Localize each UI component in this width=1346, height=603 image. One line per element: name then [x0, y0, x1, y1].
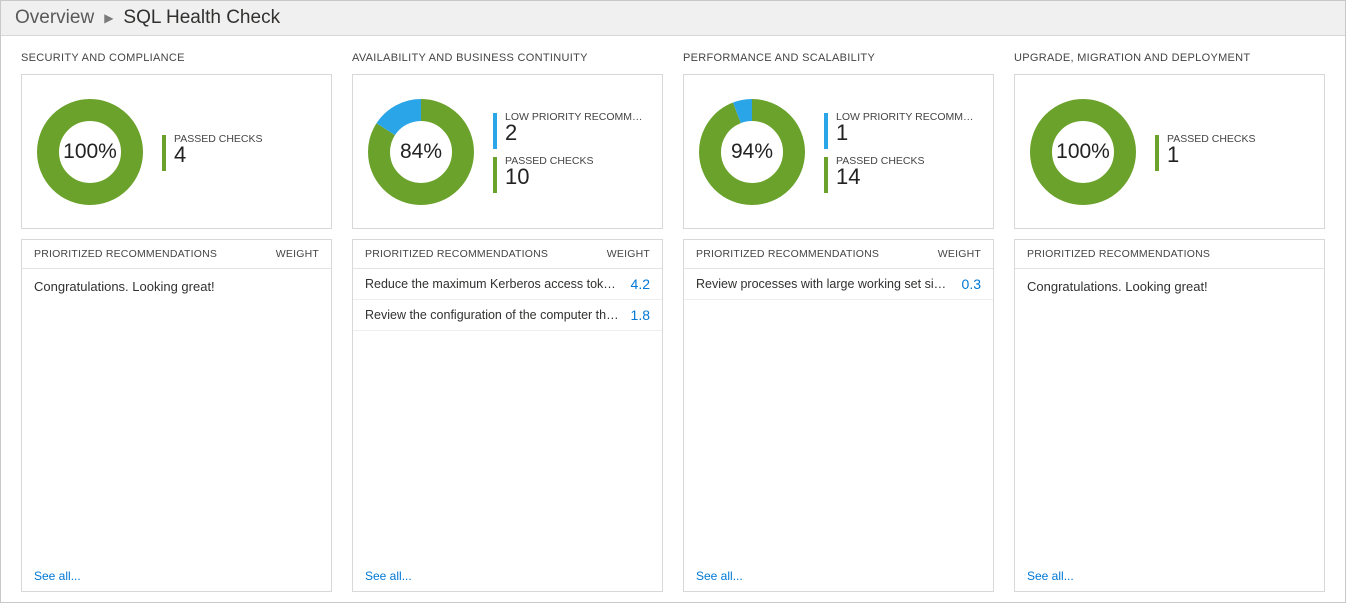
- stat-passed-checks: PASSED CHECKS4: [162, 133, 317, 171]
- stat-passed-checks: PASSED CHECKS1: [1155, 133, 1310, 171]
- stats: PASSED CHECKS1: [1155, 133, 1310, 171]
- stats: PASSED CHECKS4: [162, 133, 317, 171]
- breadcrumb: Overview ▶ SQL Health Check: [1, 1, 1345, 36]
- panel-title: AVAILABILITY AND BUSINESS CONTINUITY: [352, 52, 663, 64]
- see-all-link[interactable]: See all...: [696, 569, 743, 583]
- stat-value: 2: [505, 122, 648, 144]
- weight-column-label: WEIGHT: [938, 248, 981, 260]
- recommendations-body: Review processes with large working set …: [684, 269, 993, 591]
- stat-passed-checks: PASSED CHECKS10: [493, 155, 648, 193]
- recommendation-text: Reduce the maximum Kerberos access token…: [365, 277, 621, 291]
- stat-value: 14: [836, 166, 925, 188]
- recommendation-weight: 4.2: [631, 276, 650, 292]
- stats: LOW PRIORITY RECOMMENDATIO...2 PASSED CHE…: [493, 111, 648, 193]
- summary-card[interactable]: 94% LOW PRIORITY RECOMMENDATIO...1 PASSED …: [683, 74, 994, 229]
- recommendation-weight: 1.8: [631, 307, 650, 323]
- recommendation-text: Review the configuration of the computer…: [365, 308, 621, 322]
- stat-color-bar: [1155, 135, 1159, 171]
- panel-title: UPGRADE, MIGRATION AND DEPLOYMENT: [1014, 52, 1325, 64]
- summary-card[interactable]: 100% PASSED CHECKS1: [1014, 74, 1325, 229]
- recommendations-body: Congratulations. Looking great!: [22, 269, 331, 591]
- stat-color-bar: [493, 157, 497, 193]
- recommendations-header: PRIORITIZED RECOMMENDATIONS WEIGHT: [22, 240, 331, 269]
- recommendations-header: PRIORITIZED RECOMMENDATIONS: [1015, 240, 1324, 269]
- recommendations-card: PRIORITIZED RECOMMENDATIONS WEIGHT Review …: [683, 239, 994, 592]
- panel-security: SECURITY AND COMPLIANCE 100% PASSED CHECKS…: [21, 52, 332, 592]
- donut-chart: 100%: [36, 98, 144, 206]
- recommendations-card: PRIORITIZED RECOMMENDATIONS WEIGHT Congrat…: [21, 239, 332, 592]
- donut-chart: 94%: [698, 98, 806, 206]
- recommendation-row[interactable]: Reduce the maximum Kerberos access token…: [353, 269, 662, 300]
- panel-availability: AVAILABILITY AND BUSINESS CONTINUITY84%L…: [352, 52, 663, 592]
- summary-card[interactable]: 100% PASSED CHECKS4: [21, 74, 332, 229]
- recommendations-header-label: PRIORITIZED RECOMMENDATIONS: [696, 248, 879, 260]
- stat-value: 1: [836, 122, 979, 144]
- donut-percent: 84%: [367, 98, 475, 206]
- see-all-link[interactable]: See all...: [365, 569, 412, 583]
- stat-color-bar: [824, 157, 828, 193]
- panel-title: SECURITY AND COMPLIANCE: [21, 52, 332, 64]
- congrats-message: Congratulations. Looking great!: [22, 269, 331, 304]
- recommendation-row[interactable]: Review processes with large working set …: [684, 269, 993, 300]
- stat-color-bar: [824, 113, 828, 149]
- recommendation-text: Review processes with large working set …: [696, 277, 952, 291]
- stat-color-bar: [493, 113, 497, 149]
- recommendation-row[interactable]: Review the configuration of the computer…: [353, 300, 662, 331]
- breadcrumb-current: SQL Health Check: [123, 7, 280, 29]
- stat-color-bar: [162, 135, 166, 171]
- recommendations-header: PRIORITIZED RECOMMENDATIONS WEIGHT: [684, 240, 993, 269]
- stat-value: 10: [505, 166, 594, 188]
- donut-percent: 100%: [36, 98, 144, 206]
- recommendations-header-label: PRIORITIZED RECOMMENDATIONS: [365, 248, 548, 260]
- app-frame: Overview ▶ SQL Health Check SECURITY AND…: [0, 0, 1346, 603]
- summary-card[interactable]: 84% LOW PRIORITY RECOMMENDATIO...2 PASSED …: [352, 74, 663, 229]
- stat-low-priority: LOW PRIORITY RECOMMENDATIO...1: [824, 111, 979, 149]
- donut-chart: 84%: [367, 98, 475, 206]
- weight-column-label: WEIGHT: [607, 248, 650, 260]
- stat-low-priority: LOW PRIORITY RECOMMENDATIO...2: [493, 111, 648, 149]
- recommendations-card: PRIORITIZED RECOMMENDATIONS Congratulatio…: [1014, 239, 1325, 592]
- donut-percent: 94%: [698, 98, 806, 206]
- recommendation-weight: 0.3: [962, 276, 981, 292]
- stat-passed-checks: PASSED CHECKS14: [824, 155, 979, 193]
- recommendations-card: PRIORITIZED RECOMMENDATIONS WEIGHT Reduce …: [352, 239, 663, 592]
- panel-title: PERFORMANCE AND SCALABILITY: [683, 52, 994, 64]
- weight-column-label: WEIGHT: [276, 248, 319, 260]
- recommendations-header-label: PRIORITIZED RECOMMENDATIONS: [1027, 248, 1210, 260]
- recommendations-body: Congratulations. Looking great!: [1015, 269, 1324, 591]
- recommendations-body: Reduce the maximum Kerberos access token…: [353, 269, 662, 591]
- see-all-link[interactable]: See all...: [1027, 569, 1074, 583]
- stat-value: 1: [1167, 144, 1256, 166]
- donut-chart: 100%: [1029, 98, 1137, 206]
- chevron-right-icon: ▶: [104, 11, 113, 25]
- stat-value: 4: [174, 144, 263, 166]
- panel-upgrade: UPGRADE, MIGRATION AND DEPLOYMENT 100% PAS…: [1014, 52, 1325, 592]
- panel-performance: PERFORMANCE AND SCALABILITY94%LOW PRIORI…: [683, 52, 994, 592]
- congrats-message: Congratulations. Looking great!: [1015, 269, 1324, 304]
- recommendations-header-label: PRIORITIZED RECOMMENDATIONS: [34, 248, 217, 260]
- stats: LOW PRIORITY RECOMMENDATIO...1 PASSED CHE…: [824, 111, 979, 193]
- recommendations-header: PRIORITIZED RECOMMENDATIONS WEIGHT: [353, 240, 662, 269]
- breadcrumb-root[interactable]: Overview: [15, 7, 94, 29]
- see-all-link[interactable]: See all...: [34, 569, 81, 583]
- donut-percent: 100%: [1029, 98, 1137, 206]
- panels-container: SECURITY AND COMPLIANCE 100% PASSED CHECKS…: [1, 36, 1345, 602]
